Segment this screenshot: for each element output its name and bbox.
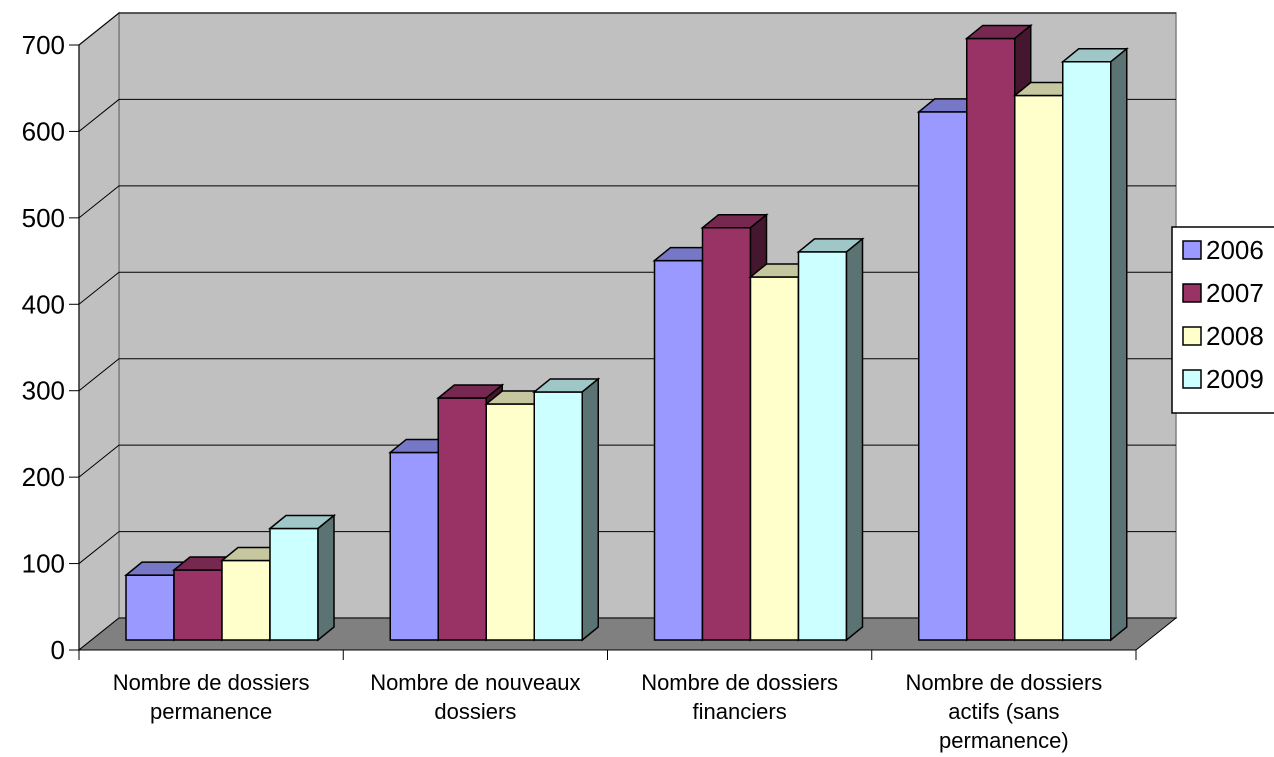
gridline: [78, 98, 1176, 132]
legend-item-2008: 2008: [1182, 321, 1264, 351]
bar-side: [1110, 47, 1128, 642]
y-tick-label: 200: [22, 462, 65, 492]
bar-2009-3: [796, 237, 865, 642]
gridline: [78, 12, 1176, 46]
legend-item-2006: 2006: [1182, 235, 1264, 265]
bar-front: [749, 276, 800, 641]
legend-label: 2008: [1206, 321, 1264, 351]
bar-front: [797, 251, 848, 641]
y-tick-label: 400: [22, 289, 65, 319]
x-category-label: Nombre de nouveaux dossiers: [370, 670, 580, 724]
legend-label: 2009: [1206, 364, 1264, 394]
legend-label: 2007: [1206, 278, 1264, 308]
bar-front: [533, 391, 583, 641]
x-category-labels: Nombre de dossiers permanence Nombre de no…: [113, 670, 1103, 753]
chart-walls: [77, 11, 1178, 652]
bar-front: [389, 451, 439, 641]
y-tick-label: 0: [51, 635, 65, 665]
legend-item-2007: 2007: [1182, 278, 1264, 308]
bar-side: [317, 513, 335, 642]
bar-front: [918, 111, 968, 641]
y-tick-labels: 0 100 200 300 400 500 600 700: [22, 30, 65, 665]
legend-swatch: [1182, 326, 1202, 346]
bar-front: [437, 397, 487, 641]
bar-front: [125, 574, 175, 641]
legend-label: 2006: [1206, 235, 1264, 265]
legend: 2006 2007 2008 2009: [1171, 226, 1274, 414]
legend-item-2009: 2009: [1182, 364, 1264, 394]
legend-swatch: [1182, 283, 1202, 303]
y-tick-label: 700: [22, 30, 65, 60]
legend-swatch: [1182, 369, 1202, 389]
bar-front: [1014, 94, 1064, 641]
side-wall: [78, 11, 120, 652]
x-category-label: Nombre de dossiers permanence: [113, 670, 310, 724]
y-tick-label: 300: [22, 376, 65, 406]
bar-front: [269, 527, 319, 641]
y-tick-label: 100: [22, 549, 65, 579]
bar-side: [581, 377, 599, 642]
bar-front: [653, 259, 704, 641]
bar-2009-4: [1060, 47, 1129, 642]
axes: [69, 44, 1137, 660]
bar-front: [1062, 61, 1112, 641]
y-tick-label: 500: [22, 203, 65, 233]
legend-swatch: [1182, 240, 1202, 260]
bars: [123, 23, 1129, 642]
x-category-label: Nombre de dossiers financiers: [641, 670, 838, 724]
bar-front: [173, 569, 223, 641]
bar-front: [701, 226, 752, 641]
bar-2009-2: [532, 377, 601, 642]
bar-front: [485, 403, 535, 641]
gridline: [78, 185, 1176, 219]
bar-front: [966, 37, 1016, 641]
y-tick-label: 600: [22, 116, 65, 146]
bar-side: [845, 237, 864, 642]
bar-2009-1: [267, 513, 337, 642]
bar-front: [221, 559, 271, 641]
x-category-label: Nombre de dossiers actifs (sans permanence…: [905, 670, 1102, 753]
